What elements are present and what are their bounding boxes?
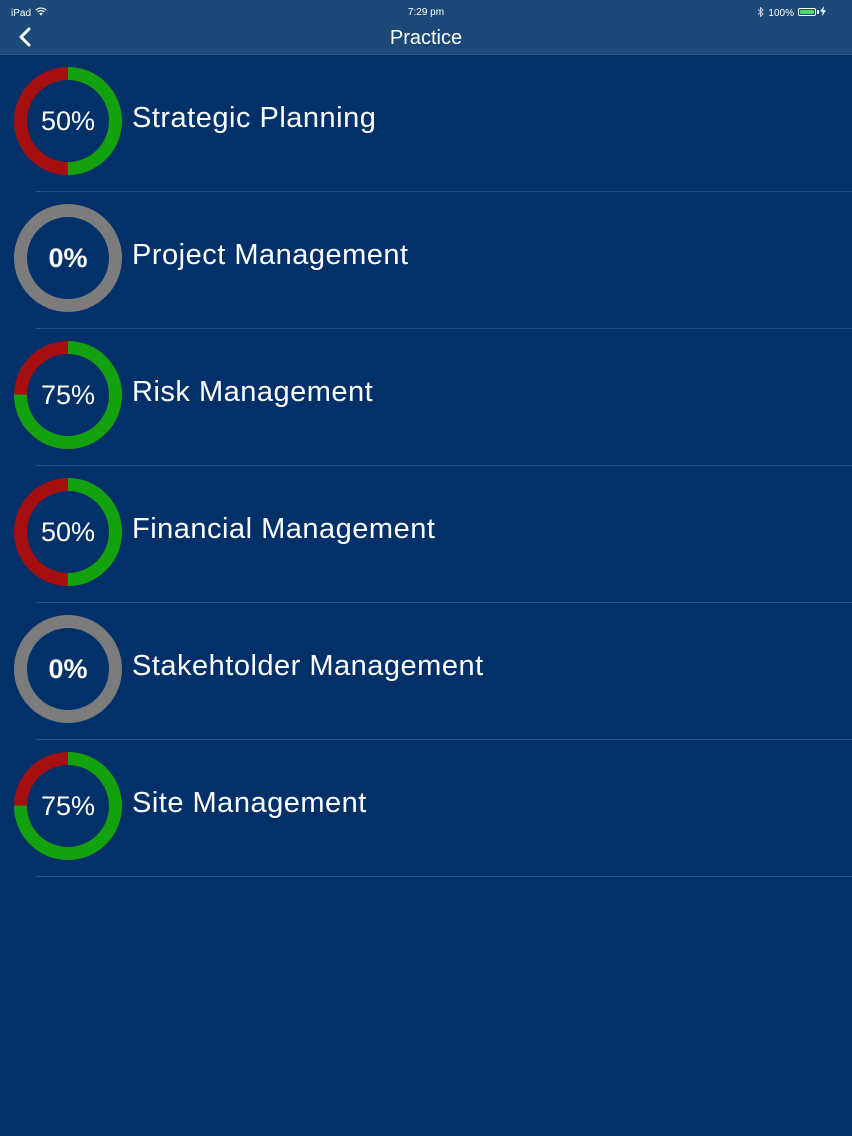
progress-ring-graphic [14,204,122,312]
ring-correct-segment [14,341,122,449]
progress-ring-graphic [14,752,122,860]
ring-correct-segment [14,67,122,175]
list-item-label: Project Management [132,239,409,271]
progress-ring-graphic [14,67,122,175]
ring-correct-segment [14,478,122,586]
progress-percent: 0% [48,653,88,684]
back-button[interactable] [10,24,40,54]
list-item-label: Risk Management [132,376,374,408]
progress-ring: 75% [13,751,123,861]
row-divider [36,602,852,603]
category-list: 50% Strategic Planning 0% Project Managemen… [0,55,852,877]
battery-fill [800,10,814,14]
row-divider [36,191,852,192]
list-item[interactable]: 0% Project Management [0,192,852,329]
row-divider [36,876,852,877]
list-item[interactable]: 75% Site Management [0,740,852,877]
progress-percent: 0% [48,242,88,273]
battery-tip [817,10,819,14]
list-item[interactable]: 50% Strategic Planning [0,55,852,192]
device-name: iPad [11,7,32,19]
progress-ring-graphic [14,615,122,723]
progress-ring: 50% [13,477,123,587]
list-item[interactable]: 75% Risk Management [0,329,852,466]
navigation-bar: Practice [0,24,852,55]
row-divider [36,739,852,740]
progress-ring: 75% [13,340,123,450]
progress-ring-graphic [14,478,122,586]
list-item-label: Site Management [132,787,367,819]
battery-percent: 100% [768,8,794,19]
status-right: 100% [757,6,794,20]
progress-percent: 75% [40,379,96,410]
list-item[interactable]: 0% Stakehtolder Management [0,603,852,740]
progress-ring: 0% [13,203,123,313]
charging-bolt-icon [820,6,826,19]
status-bar: iPad 7:29 pm 100% [0,0,852,24]
progress-ring: 0% [13,614,123,724]
progress-percent: 75% [40,790,96,821]
wifi-icon [35,7,47,19]
row-divider [36,465,852,466]
list-item-label: Stakehtolder Management [132,650,484,682]
bluetooth-icon [757,6,765,20]
page-title: Practice [389,27,463,49]
ring-empty-track [14,615,122,723]
status-left: iPad [11,7,47,19]
progress-percent: 50% [40,105,96,136]
status-time: 7:29 pm [407,7,445,18]
progress-ring: 50% [13,66,123,176]
row-divider [36,328,852,329]
progress-percent: 50% [40,516,96,547]
list-item[interactable]: 50% Financial Management [0,466,852,603]
ring-correct-segment [14,752,122,860]
list-item-label: Strategic Planning [132,102,377,134]
chevron-left-icon [18,27,32,52]
ring-empty-track [14,204,122,312]
progress-ring-graphic [14,341,122,449]
list-item-label: Financial Management [132,513,436,545]
battery-icon [798,8,816,16]
